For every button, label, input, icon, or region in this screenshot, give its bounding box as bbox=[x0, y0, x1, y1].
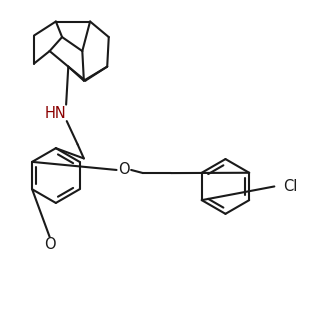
Text: HN: HN bbox=[45, 107, 67, 121]
Text: Cl: Cl bbox=[283, 179, 297, 194]
Text: O: O bbox=[118, 163, 130, 178]
Text: O: O bbox=[44, 237, 56, 252]
